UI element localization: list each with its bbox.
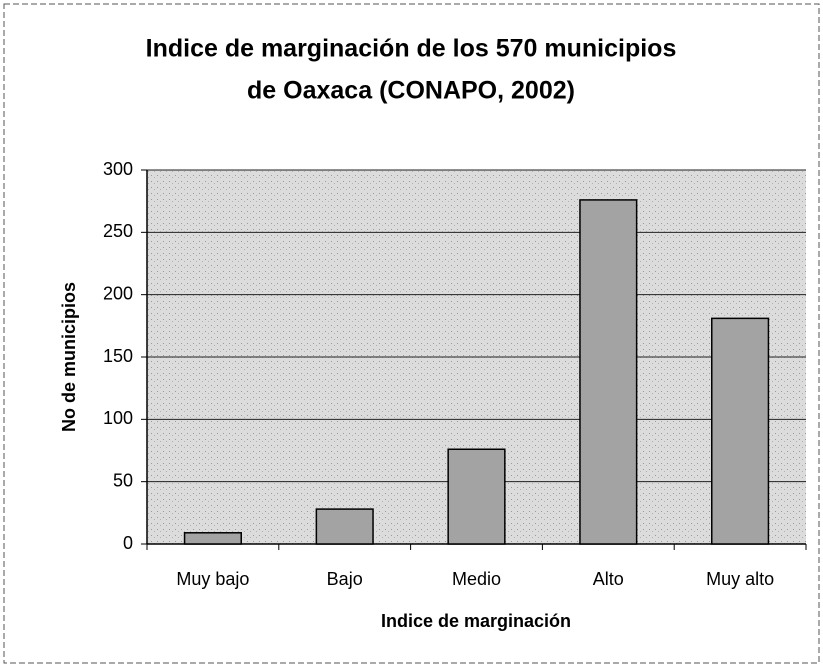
x-tick-label: Muy bajo <box>176 569 249 589</box>
x-tick-label: Alto <box>593 569 624 589</box>
y-axis-title: No de municipios <box>59 282 79 432</box>
chart-title: Indice de marginación de los 570 municip… <box>146 35 677 63</box>
bar <box>183 532 242 545</box>
y-tick-label: 200 <box>103 283 133 303</box>
y-tick-label: 50 <box>113 470 133 490</box>
y-tick-label: 300 <box>103 159 133 179</box>
bar <box>315 508 374 545</box>
x-tick-label: Bajo <box>327 569 363 589</box>
y-tick-label: 150 <box>103 346 133 366</box>
y-tick-label: 0 <box>123 533 133 553</box>
bar <box>579 199 638 545</box>
bar <box>711 317 770 545</box>
x-tick-label: Medio <box>452 569 501 589</box>
y-tick-label: 250 <box>103 221 133 241</box>
bar <box>447 448 506 545</box>
y-tick-label: 100 <box>103 408 133 428</box>
x-tick-label: Muy alto <box>706 569 774 589</box>
x-axis-title: Indice de marginación <box>381 611 571 631</box>
chart-title: de Oaxaca (CONAPO, 2002) <box>247 77 575 105</box>
